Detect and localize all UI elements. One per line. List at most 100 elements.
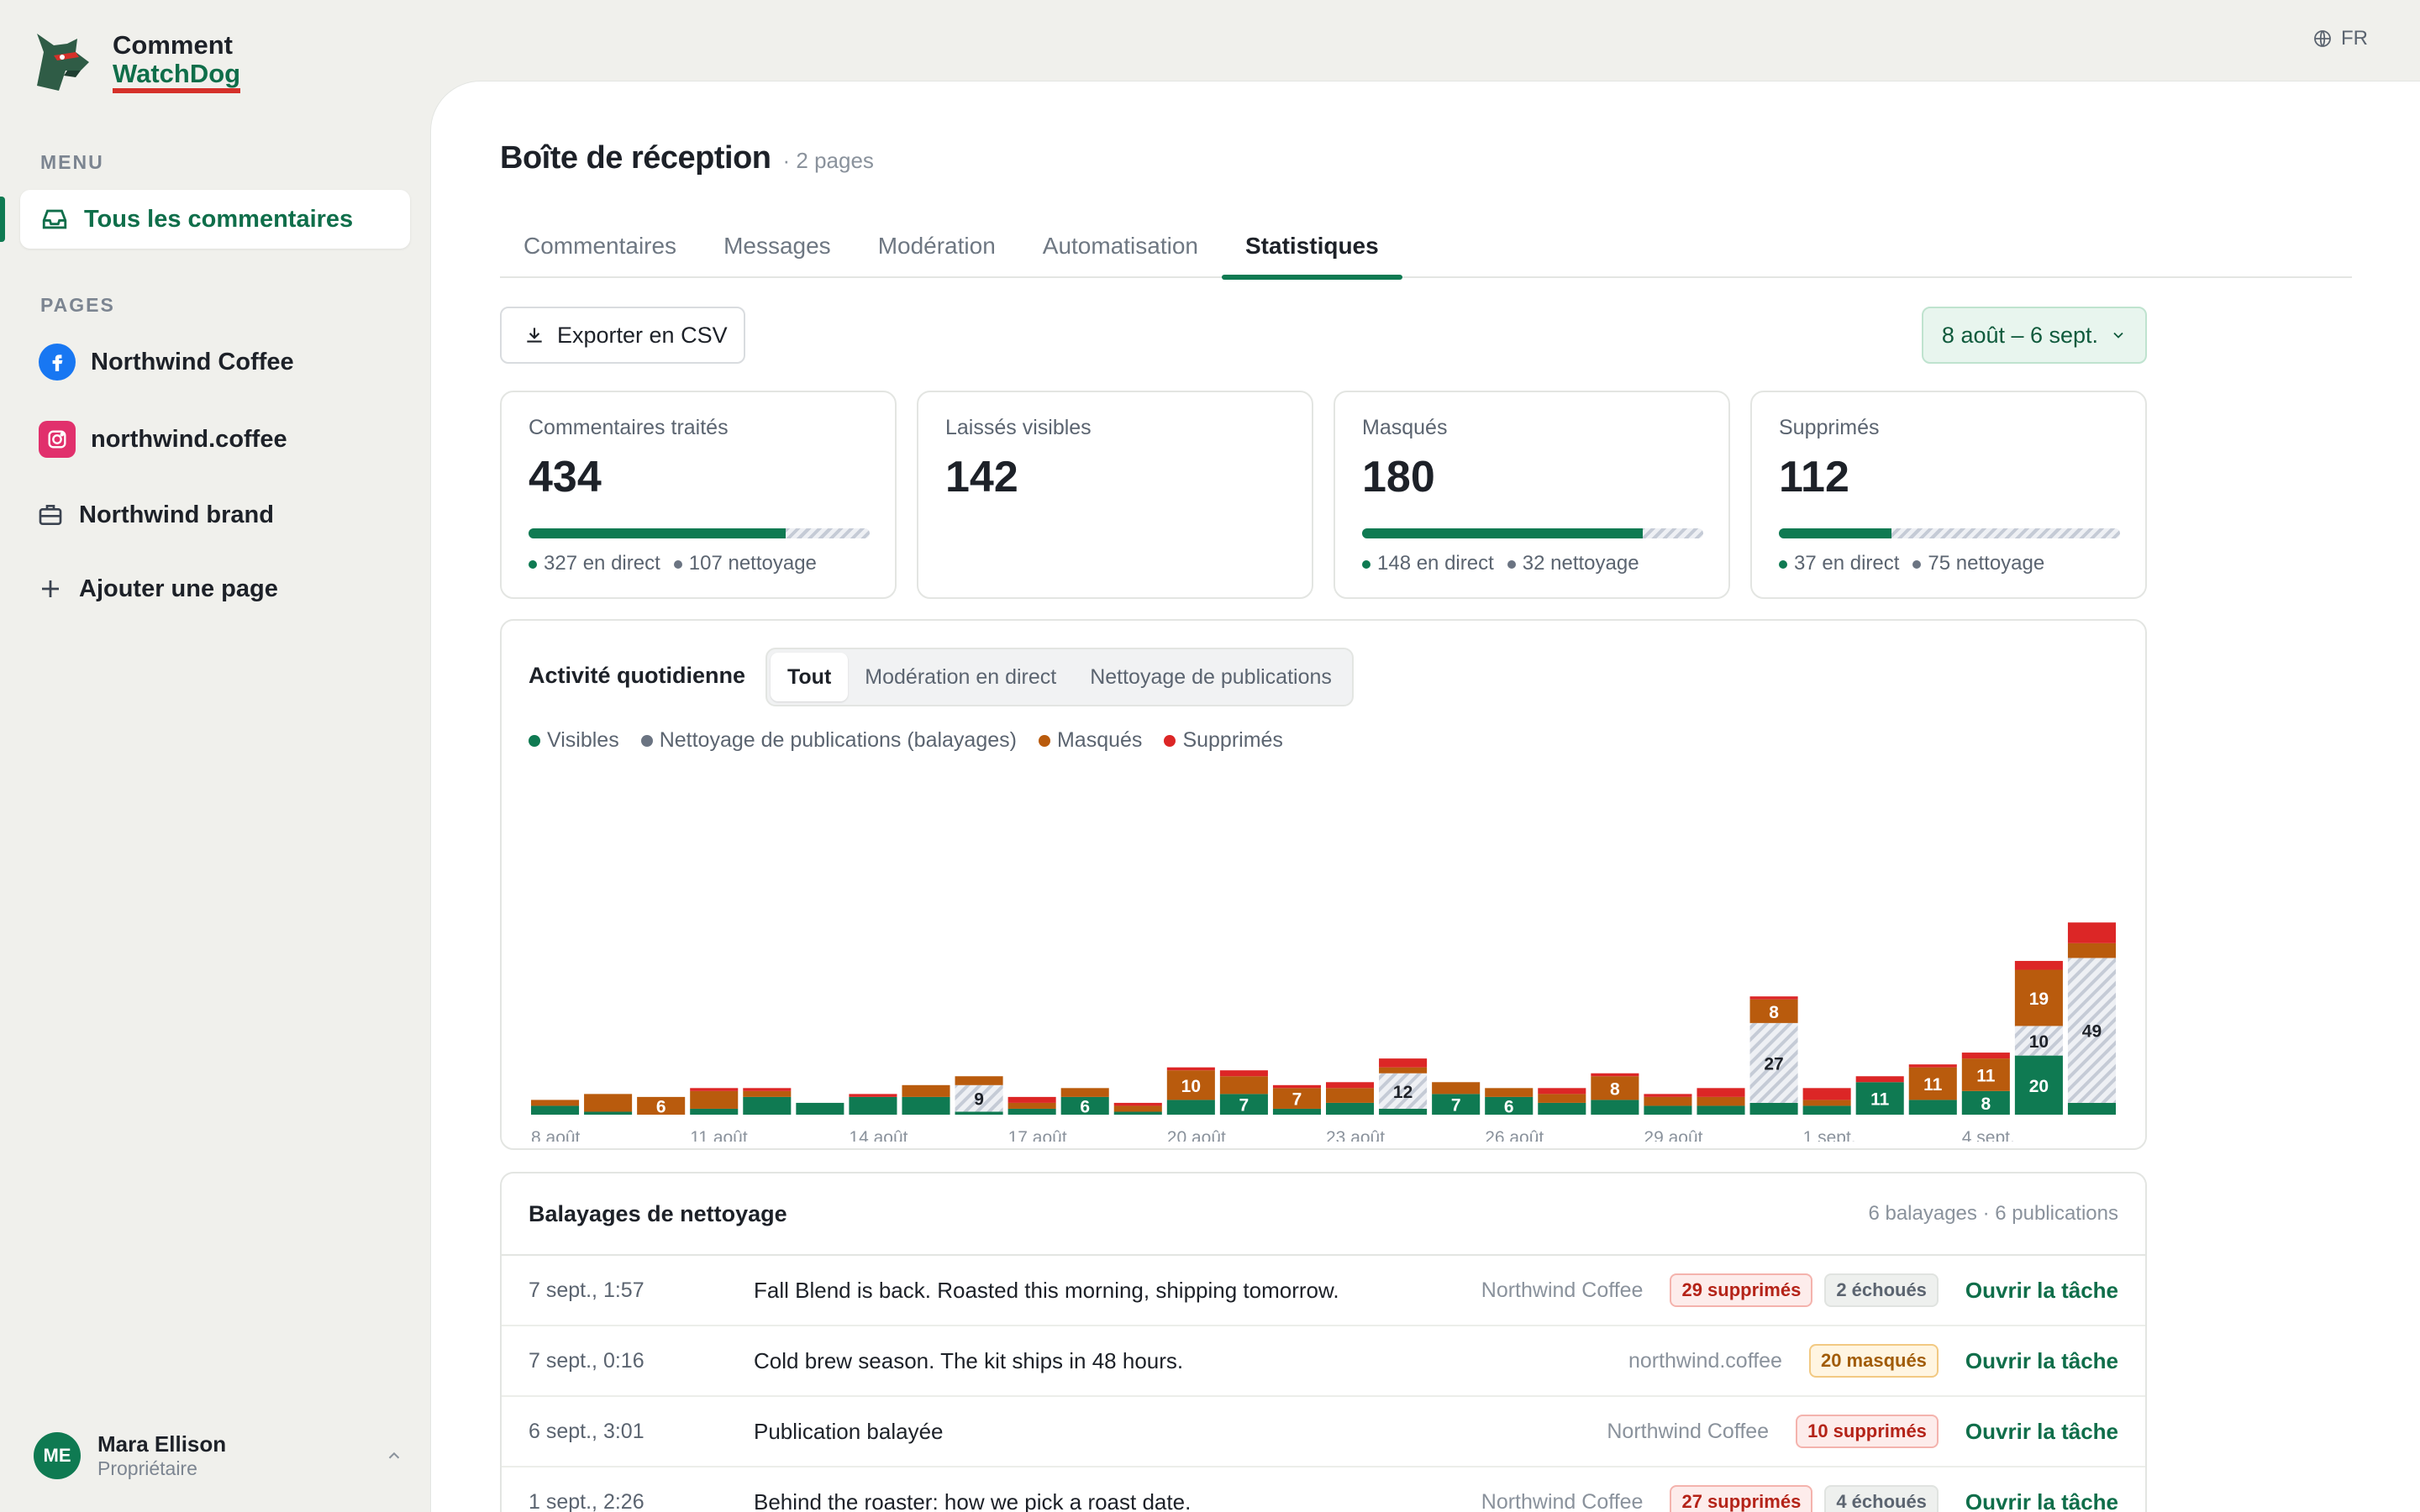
stat-value: 142 bbox=[945, 453, 1018, 501]
open-task-link[interactable]: Ouvrir la tâche bbox=[1965, 1277, 2118, 1303]
stat-card-hidden: Masqués 180 148 en direct 32 nettoyage bbox=[1334, 391, 1730, 599]
bar-2-13 bbox=[1219, 1076, 1268, 1095]
sidebar-item-northwind-coffee[interactable]: Northwind Coffee bbox=[39, 344, 294, 381]
language-switcher[interactable]: FR bbox=[2312, 27, 2368, 50]
stat-card-visible: Laissés visibles 142 bbox=[917, 391, 1313, 599]
date-range-label: 8 août – 6 sept. bbox=[1941, 322, 2099, 348]
bar-3-19 bbox=[1538, 1088, 1586, 1095]
avatar: ME bbox=[34, 1432, 81, 1479]
bar-3-15 bbox=[1326, 1082, 1375, 1089]
chevron-up-icon bbox=[388, 1452, 400, 1459]
sidebar-item-northwind-instagram[interactable]: northwind.coffee bbox=[39, 421, 287, 458]
bar-3-28 bbox=[2014, 960, 2063, 970]
sweep-date: 7 sept., 0:16 bbox=[529, 1348, 644, 1373]
tab-moderation[interactable]: Modération bbox=[877, 233, 996, 259]
legend-sweeps: Nettoyage de publications (balayages) bbox=[640, 728, 1017, 753]
x-tick-label: 11 août bbox=[690, 1128, 748, 1142]
bar-2-27 bbox=[1961, 1058, 2010, 1091]
export-csv-button[interactable]: Exporter en CSV bbox=[500, 307, 745, 364]
date-range-picker[interactable]: 8 août – 6 sept. bbox=[1922, 307, 2147, 364]
stat-progress-bar bbox=[529, 528, 870, 538]
x-tick-label: 20 août bbox=[1167, 1128, 1226, 1142]
bar-3-29 bbox=[2067, 922, 2116, 943]
bar-3-6 bbox=[849, 1094, 897, 1097]
daily-activity-chart: 6 9 6 10 7 7 12 7 6 8 27 8 11 11 8 11 20 10 19 49 8 août 11 a… bbox=[531, 922, 2116, 1142]
sidebar-item-all-comments[interactable]: Tous les commentaires bbox=[0, 190, 410, 249]
bar-3-23 bbox=[1749, 996, 1798, 1000]
app-name-line2: WatchDog bbox=[113, 60, 241, 93]
tab-messages[interactable]: Messages bbox=[723, 233, 831, 259]
sweep-post: Fall Blend is back. Roasted this morning… bbox=[754, 1277, 1339, 1303]
chevron-down-icon bbox=[2113, 332, 2123, 339]
bar-0-13 bbox=[1219, 1094, 1268, 1115]
status-badge: 29 supprimés bbox=[1670, 1273, 1813, 1307]
bar-1-23 bbox=[1749, 1022, 1798, 1103]
user-menu[interactable]: ME Mara Ellison Propriétaire bbox=[34, 1431, 403, 1480]
app-name-line1: Comment bbox=[113, 30, 233, 60]
table-row: 7 sept., 1:57 Fall Blend is back. Roaste… bbox=[502, 1256, 2145, 1326]
table-row: 7 sept., 0:16 Cold brew season. The kit … bbox=[502, 1326, 2145, 1397]
bar-3-3 bbox=[690, 1088, 739, 1091]
tab-commentaires[interactable]: Commentaires bbox=[523, 233, 677, 259]
bar-2-8 bbox=[955, 1076, 1003, 1085]
status-badge: 2 échoués bbox=[1824, 1273, 1939, 1307]
stat-progress-bar bbox=[1362, 528, 1703, 538]
facebook-icon bbox=[39, 344, 76, 381]
bar-0-10 bbox=[1060, 1096, 1109, 1115]
bar-2-16 bbox=[1379, 1067, 1428, 1074]
bar-0-20 bbox=[1591, 1100, 1639, 1115]
data-label: 9 bbox=[974, 1090, 984, 1110]
filter-all[interactable]: Tout bbox=[771, 653, 849, 701]
sidebar-item-northwind-brand[interactable]: Northwind brand bbox=[34, 496, 274, 533]
bar-0-21 bbox=[1644, 1105, 1692, 1115]
open-task-link[interactable]: Ouvrir la tâche bbox=[1965, 1488, 2118, 1512]
x-tick-label: 29 août bbox=[1644, 1128, 1702, 1142]
app-logo[interactable]: Comment WatchDog bbox=[25, 27, 241, 97]
bar-2-9 bbox=[1007, 1102, 1056, 1109]
data-label: 11 bbox=[1923, 1075, 1943, 1095]
add-page-button[interactable]: Ajouter une page bbox=[34, 570, 278, 607]
bar-2-18 bbox=[1485, 1088, 1534, 1097]
stat-label: Masqués bbox=[1362, 416, 1448, 439]
bar-0-27 bbox=[1961, 1090, 2010, 1115]
tab-bar: Commentaires Messages Modération Automat… bbox=[500, 221, 2352, 280]
sweep-post: Cold brew season. The kit ships in 48 ho… bbox=[754, 1347, 1184, 1373]
stat-progress-bar bbox=[1779, 528, 2120, 538]
briefcase-icon bbox=[34, 496, 67, 533]
bar-3-27 bbox=[1961, 1053, 2010, 1059]
bar-2-15 bbox=[1326, 1088, 1375, 1103]
open-task-link[interactable]: Ouvrir la tâche bbox=[1965, 1418, 2118, 1444]
data-label: 20 bbox=[2029, 1077, 2049, 1096]
menu-section-label: MENU bbox=[40, 151, 104, 173]
bar-1-8 bbox=[955, 1084, 1003, 1112]
data-label: 6 bbox=[656, 1097, 666, 1116]
pages-section-label: PAGES bbox=[40, 294, 115, 316]
bar-1-29 bbox=[2067, 958, 2116, 1103]
data-label: 8 bbox=[1981, 1095, 1991, 1114]
daily-activity-panel: Activité quotidienne Tout Modération en … bbox=[500, 619, 2147, 1150]
bar-2-17 bbox=[1432, 1082, 1481, 1095]
filter-live-moderation[interactable]: Modération en direct bbox=[865, 665, 1057, 689]
data-label: 8 bbox=[1610, 1079, 1620, 1099]
status-badge: 4 échoués bbox=[1824, 1485, 1939, 1512]
stat-label: Commentaires traités bbox=[529, 416, 729, 439]
filter-post-cleanup[interactable]: Nettoyage de publications bbox=[1090, 665, 1332, 689]
bar-0-24 bbox=[1802, 1105, 1851, 1115]
tab-automatisation[interactable]: Automatisation bbox=[1042, 233, 1198, 259]
sidebar: Comment WatchDog MENU Tous les commentai… bbox=[0, 0, 430, 1512]
user-name: Mara Ellison bbox=[97, 1431, 227, 1457]
bar-2-12 bbox=[1166, 1070, 1215, 1100]
data-label: 6 bbox=[1080, 1097, 1090, 1116]
x-tick-label: 14 août bbox=[849, 1128, 908, 1142]
stat-card-deleted: Supprimés 112 37 en direct 75 nettoyage bbox=[1750, 391, 2147, 599]
main-content: Boîte de réception · 2 pages Commentaire… bbox=[430, 81, 2420, 1512]
bar-2-3 bbox=[690, 1090, 739, 1109]
bar-0-8 bbox=[955, 1111, 1003, 1115]
bar-0-17 bbox=[1432, 1094, 1481, 1115]
bar-0-29 bbox=[2067, 1102, 2116, 1115]
open-task-link[interactable]: Ouvrir la tâche bbox=[1965, 1347, 2118, 1373]
tab-statistiques[interactable]: Statistiques bbox=[1222, 221, 1402, 280]
data-label: 7 bbox=[1292, 1090, 1302, 1110]
stat-label: Laissés visibles bbox=[945, 416, 1092, 439]
sidebar-item-label: Northwind Coffee bbox=[91, 348, 294, 375]
